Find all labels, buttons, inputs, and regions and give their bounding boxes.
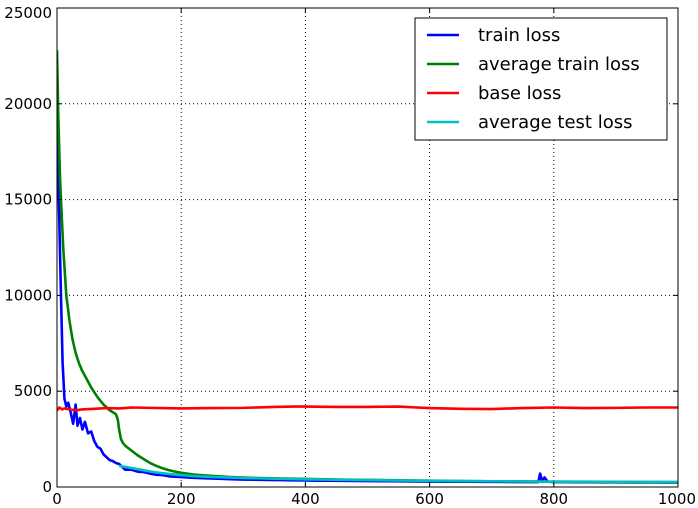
x-tick-label: 200 bbox=[167, 490, 196, 508]
y-tick-label: 25000 bbox=[4, 4, 52, 22]
y-tick-label: 0 bbox=[42, 478, 52, 496]
legend-label: train loss bbox=[478, 25, 560, 46]
series-line-average-test-loss bbox=[118, 464, 678, 484]
series-lines bbox=[57, 50, 678, 484]
axes bbox=[56, 7, 679, 488]
legend-box bbox=[414, 17, 668, 141]
y-tick-label: 15000 bbox=[4, 191, 52, 209]
plot-frame bbox=[56, 7, 679, 488]
x-tick-label: 0 bbox=[52, 490, 62, 508]
legend-label: average test loss bbox=[478, 112, 632, 133]
x-tick-label: 400 bbox=[291, 490, 320, 508]
x-tick-label: 800 bbox=[539, 490, 568, 508]
legend-label: average train loss bbox=[478, 54, 640, 75]
x-tick-label: 600 bbox=[415, 490, 444, 508]
ticks: 0 200 400 600 800 100005000100001500020000250… bbox=[4, 4, 696, 508]
series-line-base-loss bbox=[57, 405, 678, 412]
y-tick-label: 20000 bbox=[4, 95, 52, 113]
legend: train loss average train loss base loss ave… bbox=[414, 17, 668, 141]
y-tick-label: 5000 bbox=[14, 382, 52, 400]
legend-label: base loss bbox=[478, 83, 561, 104]
x-tick-label: 1000 bbox=[658, 490, 696, 508]
y-tick-label: 10000 bbox=[4, 286, 52, 304]
